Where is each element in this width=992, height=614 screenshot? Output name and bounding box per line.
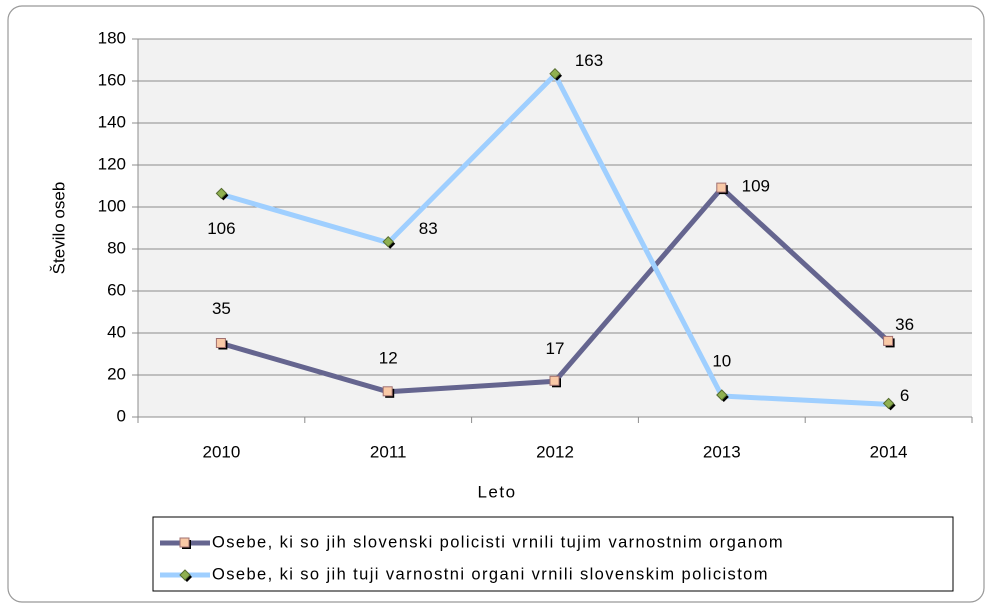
- y-tick-label: 180: [98, 28, 126, 47]
- x-tick-label: 2013: [703, 442, 741, 461]
- data-label: 10: [712, 351, 731, 370]
- marker: [382, 386, 393, 397]
- marker: [716, 389, 728, 401]
- marker: [215, 187, 228, 200]
- marker: [179, 569, 191, 581]
- x-tick-label: 2014: [870, 442, 908, 461]
- data-label: 36: [895, 315, 914, 334]
- marker: [883, 335, 894, 346]
- marker: [382, 235, 394, 248]
- x-tick-label: 2012: [536, 442, 574, 461]
- data-label: 35: [212, 299, 231, 318]
- plot-area: [138, 39, 972, 417]
- data-label: 6: [900, 386, 909, 405]
- y-tick-label: 160: [98, 70, 126, 89]
- marker: [549, 67, 561, 80]
- data-label: 17: [546, 339, 565, 358]
- y-tick-label: 60: [107, 280, 126, 299]
- marker: [549, 375, 560, 386]
- data-label: 83: [419, 219, 438, 238]
- y-tick-label: 100: [98, 196, 126, 215]
- y-tick-label: 20: [107, 364, 126, 383]
- x-axis-label: Leto: [477, 482, 516, 501]
- marker: [215, 338, 226, 348]
- y-tick-label: 80: [107, 238, 126, 257]
- legend-text: Osebe, ki so jih tuji varnostni organi v…: [212, 565, 769, 583]
- x-tick-label: 2010: [202, 442, 240, 461]
- y-tick-label: 140: [98, 112, 126, 131]
- marker: [179, 537, 190, 548]
- data-label: 12: [379, 348, 398, 367]
- y-tick-label: 40: [107, 322, 126, 341]
- y-tick-label: 0: [117, 406, 126, 425]
- legend-text: Osebe, ki so jih slovenski policisti vrn…: [212, 533, 784, 551]
- x-tick-label: 2011: [370, 442, 407, 461]
- marker: [716, 182, 727, 193]
- data-label: 163: [575, 51, 603, 70]
- y-tick-label: 120: [98, 154, 126, 173]
- marker: [882, 397, 895, 410]
- data-label: 106: [207, 219, 235, 238]
- legend-box: [152, 516, 954, 592]
- data-label: 109: [742, 177, 770, 196]
- y-axis-label: Število oseb: [49, 182, 68, 275]
